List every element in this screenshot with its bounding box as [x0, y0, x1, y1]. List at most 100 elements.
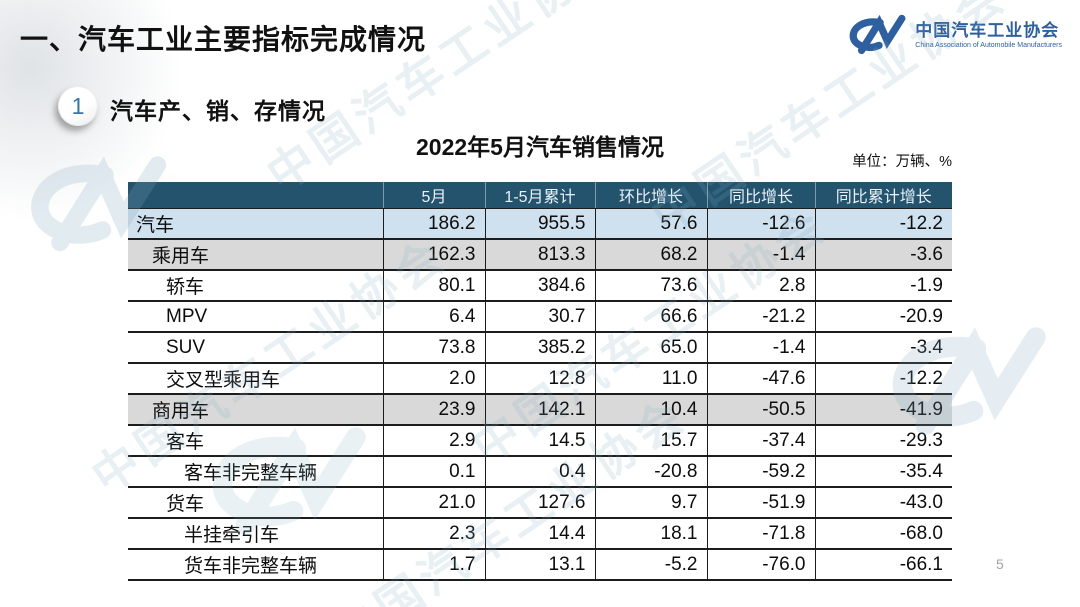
- cell-value: -29.3: [814, 425, 952, 457]
- cell-value: 955.5: [484, 208, 595, 240]
- row-label: 客车: [128, 425, 383, 457]
- cell-value: 14.5: [484, 425, 595, 457]
- table-row: 半挂牵引车 2.3 14.4 18.1 -71.8 -68.0: [128, 518, 952, 550]
- column-header: 5月: [382, 182, 485, 209]
- cell-value: 0.1: [382, 456, 485, 488]
- association-name-cn: 中国汽车工业协会: [915, 21, 1060, 40]
- table-title: 2022年5月汽车销售情况: [416, 134, 664, 160]
- row-label: MPV: [128, 301, 383, 333]
- cell-value: 13.1: [484, 549, 595, 581]
- cell-value: 66.6: [594, 301, 707, 333]
- cell-value: -3.6: [814, 239, 952, 271]
- cell-value: 73.6: [594, 270, 707, 302]
- association-logo: 中国汽车工业协会 China Association of Automobile…: [845, 12, 1062, 58]
- cell-value: 15.7: [594, 425, 707, 457]
- association-name-en: China Association of Automobile Manufact…: [915, 42, 1062, 49]
- cell-value: 384.6: [484, 270, 595, 302]
- cell-value: -41.9: [814, 394, 952, 426]
- page-title: 一、汽车工业主要指标完成情况: [20, 24, 427, 55]
- cell-value: -1.4: [706, 332, 815, 364]
- table-row: 货车非完整车辆 1.7 13.1 -5.2 -76.0 -66.1: [128, 549, 952, 581]
- row-label: 半挂牵引车: [128, 518, 383, 550]
- association-logo-text: 中国汽车工业协会 China Association of Automobile…: [915, 21, 1062, 49]
- cell-value: 68.2: [594, 239, 707, 271]
- cell-value: 2.3: [382, 518, 485, 550]
- row-label: 客车非完整车辆: [128, 456, 383, 488]
- table-row: 汽车 186.2 955.5 57.6 -12.6 -12.2: [128, 208, 952, 240]
- cell-value: 6.4: [382, 301, 485, 333]
- table-row: SUV 73.8 385.2 65.0 -1.4 -3.4: [128, 332, 952, 364]
- cell-value: -1.4: [706, 239, 815, 271]
- row-label: 货车非完整车辆: [128, 549, 383, 581]
- column-header: 环比增长: [594, 182, 707, 209]
- cell-value: 186.2: [382, 208, 485, 240]
- table-row: 轿车 80.1 384.6 73.6 2.8 -1.9: [128, 270, 952, 302]
- cell-value: 57.6: [594, 208, 707, 240]
- table-row: 客车非完整车辆 0.1 0.4 -20.8 -59.2 -35.4: [128, 456, 952, 488]
- row-label: 乘用车: [128, 239, 383, 271]
- column-header: 同比增长: [706, 182, 815, 209]
- cell-value: -76.0: [706, 549, 815, 581]
- row-label: 商用车: [128, 394, 383, 426]
- table-row: 货车 21.0 127.6 9.7 -51.9 -43.0: [128, 487, 952, 519]
- row-label: 交叉型乘用车: [128, 363, 383, 395]
- column-header: [128, 182, 383, 209]
- cell-value: -5.2: [594, 549, 707, 581]
- column-header: 同比累计增长: [814, 182, 952, 209]
- table-row: 乘用车 162.3 813.3 68.2 -1.4 -3.6: [128, 239, 952, 271]
- cell-value: -66.1: [814, 549, 952, 581]
- table-row: 交叉型乘用车 2.0 12.8 11.0 -47.6 -12.2: [128, 363, 952, 395]
- row-label: 汽车: [128, 208, 383, 240]
- cell-value: -35.4: [814, 456, 952, 488]
- row-label: SUV: [128, 332, 383, 364]
- cell-value: 385.2: [484, 332, 595, 364]
- table-header-row: 5月 1-5月累计 环比增长 同比增长 同比累计增长: [128, 182, 952, 209]
- cell-value: 30.7: [484, 301, 595, 333]
- cell-value: -12.6: [706, 208, 815, 240]
- table-row: MPV 6.4 30.7 66.6 -21.2 -20.9: [128, 301, 952, 333]
- sales-table: 5月 1-5月累计 环比增长 同比增长 同比累计增长 汽车 186.2 955.5 57.6-…: [128, 182, 952, 581]
- cell-value: 80.1: [382, 270, 485, 302]
- cell-value: 10.4: [594, 394, 707, 426]
- table-row: 商用车 23.9 142.1 10.4 -50.5 -41.9: [128, 394, 952, 426]
- cell-value: 18.1: [594, 518, 707, 550]
- row-label: 轿车: [128, 270, 383, 302]
- cell-value: 813.3: [484, 239, 595, 271]
- cell-value: 23.9: [382, 394, 485, 426]
- unit-note: 单位：万辆、%: [852, 154, 952, 170]
- cell-value: -1.9: [814, 270, 952, 302]
- column-header: 1-5月累计: [484, 182, 595, 209]
- cell-value: -20.9: [814, 301, 952, 333]
- sales-table-body: 汽车 186.2 955.5 57.6 -12.6 -12.2 乘用车 162.3 813.3 6…: [128, 208, 952, 581]
- cell-value: -51.9: [706, 487, 815, 519]
- cell-value: 9.7: [594, 487, 707, 519]
- cell-value: 2.8: [706, 270, 815, 302]
- cell-value: 2.9: [382, 425, 485, 457]
- cell-value: 127.6: [484, 487, 595, 519]
- cell-value: 142.1: [484, 394, 595, 426]
- cell-value: -43.0: [814, 487, 952, 519]
- cell-value: 0.4: [484, 456, 595, 488]
- cell-value: 162.3: [382, 239, 485, 271]
- section-title: 汽车产、销、存情况: [110, 98, 326, 124]
- cell-value: -3.4: [814, 332, 952, 364]
- cell-value: -71.8: [706, 518, 815, 550]
- cell-value: 1.7: [382, 549, 485, 581]
- cell-value: -12.2: [814, 363, 952, 395]
- cell-value: 12.8: [484, 363, 595, 395]
- cell-value: 11.0: [594, 363, 707, 395]
- cell-value: 73.8: [382, 332, 485, 364]
- table-row: 客车 2.9 14.5 15.7 -37.4 -29.3: [128, 425, 952, 457]
- cell-value: 21.0: [382, 487, 485, 519]
- association-logo-icon: [849, 14, 906, 55]
- cell-value: -37.4: [706, 425, 815, 457]
- cell-value: -68.0: [814, 518, 952, 550]
- cell-value: -20.8: [594, 456, 707, 488]
- cell-value: -12.2: [814, 208, 952, 240]
- cell-value: 14.4: [484, 518, 595, 550]
- cell-value: -47.6: [706, 363, 815, 395]
- cell-value: -21.2: [706, 301, 815, 333]
- cell-value: -50.5: [706, 394, 815, 426]
- cell-value: 2.0: [382, 363, 485, 395]
